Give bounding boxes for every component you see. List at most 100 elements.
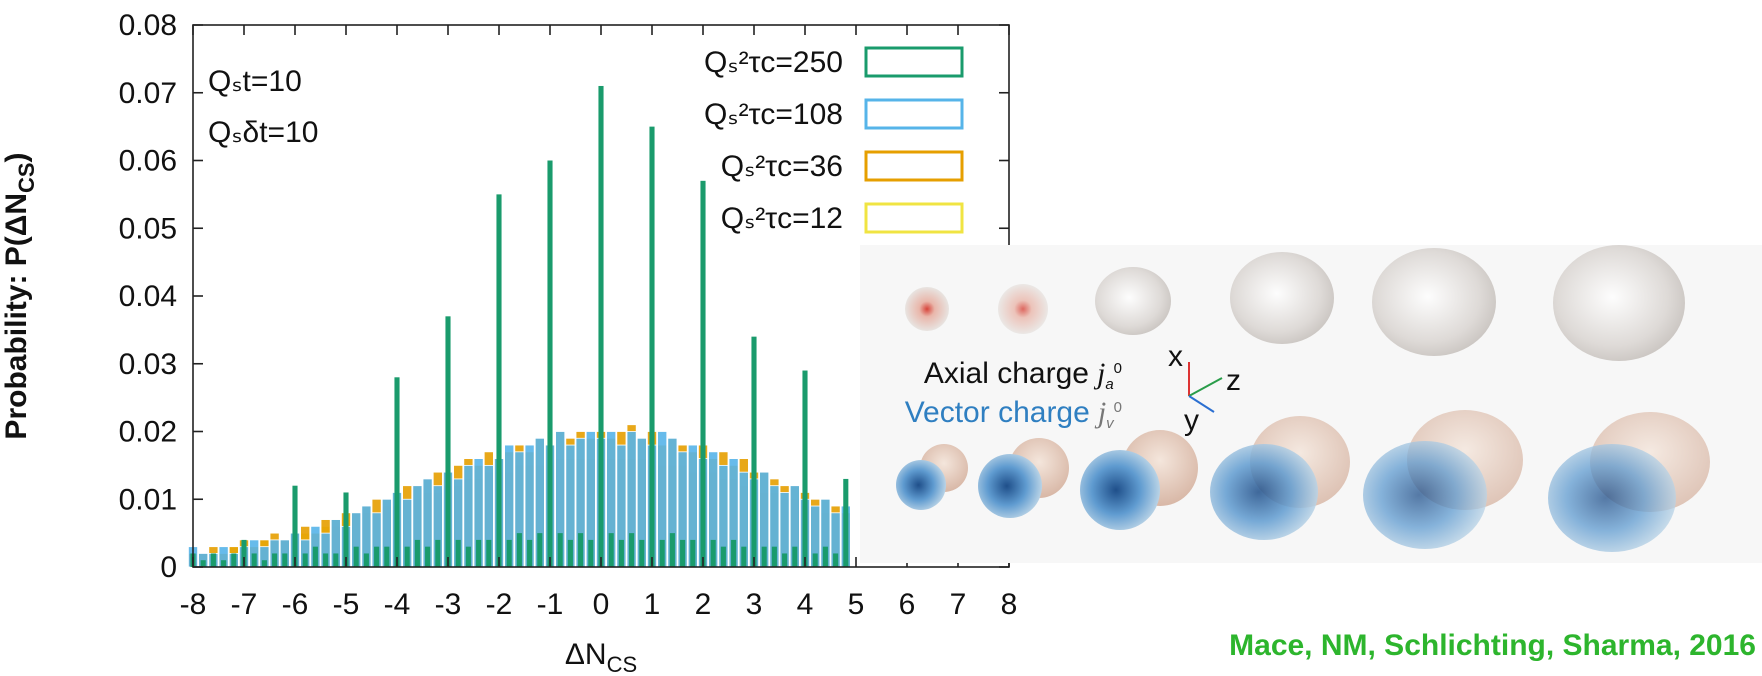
x-tick-label: 1	[644, 588, 661, 621]
bar	[404, 546, 410, 567]
x-tick-label: -1	[537, 588, 564, 621]
y-tick-label: 0.03	[119, 348, 177, 381]
bar	[710, 539, 716, 567]
x-label-main: ΔN	[565, 638, 607, 671]
x-tick-label: 3	[746, 588, 763, 621]
bar	[822, 546, 828, 567]
legend-label: Qₛ²τc=12	[721, 202, 843, 235]
bar	[629, 533, 635, 567]
vector-label: Vector charge jv0	[905, 396, 1122, 432]
bar	[261, 560, 267, 567]
bar	[251, 553, 257, 567]
bar	[323, 553, 329, 567]
x-tick-label: 4	[797, 588, 814, 621]
axial-sup: 0	[1114, 360, 1122, 377]
axis-letter: z	[1226, 364, 1241, 397]
bar	[374, 546, 380, 567]
z-arrow	[1188, 377, 1223, 397]
bar	[200, 560, 206, 567]
vector-text: Vector charge	[905, 396, 1090, 429]
bar	[618, 539, 624, 567]
bar	[272, 553, 278, 567]
annotation: Qₛt=10	[208, 65, 302, 98]
axial-sub: a	[1105, 376, 1113, 393]
vector-symbol: j	[1094, 396, 1106, 429]
bar	[802, 370, 808, 567]
bar	[833, 553, 839, 567]
axial-symbol: j	[1093, 357, 1105, 390]
axes-icon: x z y	[1168, 340, 1241, 437]
bar	[516, 533, 522, 567]
bar	[465, 546, 471, 567]
bar	[333, 553, 339, 567]
bar	[353, 546, 359, 567]
blob	[1080, 450, 1160, 530]
bar	[680, 539, 686, 567]
blob	[1548, 444, 1676, 552]
blob	[1230, 252, 1334, 344]
axis-letter: x	[1168, 340, 1183, 373]
blob	[998, 284, 1048, 334]
x-axis-label: ΔNCS	[565, 638, 637, 676]
bar	[598, 85, 604, 567]
bar	[312, 546, 318, 567]
bar	[690, 539, 696, 567]
blob	[896, 460, 946, 510]
bar	[210, 553, 216, 567]
x-tick-label: -2	[486, 588, 513, 621]
bar	[771, 546, 777, 567]
bar	[741, 546, 747, 567]
annotation: Qₛδt=10	[208, 116, 318, 149]
x-tick-label: 8	[1001, 588, 1018, 621]
blob	[1363, 441, 1487, 549]
bar	[363, 553, 369, 567]
vector-sup: 0	[1114, 399, 1122, 416]
y-tick-label: 0.05	[119, 212, 177, 245]
x-tick-label: 5	[848, 588, 865, 621]
bar	[588, 539, 594, 567]
bar	[608, 533, 614, 567]
bar	[720, 546, 726, 567]
y-tick-label: 0.06	[119, 145, 177, 178]
legend-swatch	[864, 150, 964, 182]
bar	[302, 553, 308, 567]
x-tick-label: -5	[333, 588, 360, 621]
x-tick-label: 6	[899, 588, 916, 621]
axis-letter: y	[1184, 404, 1199, 437]
bar	[425, 546, 431, 567]
bar	[669, 533, 675, 567]
legend-swatch	[864, 98, 964, 130]
bar	[455, 539, 461, 567]
x-tick-label: -8	[180, 588, 207, 621]
y-tick-label: 0.08	[119, 9, 177, 42]
y-arrow	[1188, 395, 1215, 413]
bar	[476, 539, 482, 567]
legend-label: Qₛ²τc=108	[704, 98, 843, 131]
bar	[700, 180, 706, 567]
y-tick-label: 0	[160, 551, 177, 584]
x-tick-label: 7	[950, 588, 967, 621]
bar	[282, 553, 288, 567]
bar	[435, 539, 441, 567]
bar	[659, 539, 665, 567]
x-tick-label: -3	[435, 588, 462, 621]
y-tick-label: 0.02	[119, 416, 177, 449]
bar	[394, 377, 400, 567]
axial-text: Axial charge	[924, 357, 1089, 390]
y-tick-label: 0.07	[119, 77, 177, 110]
bar	[731, 539, 737, 567]
y-label-sub: CS	[14, 162, 39, 193]
bar	[761, 546, 767, 567]
bar	[547, 160, 553, 567]
legend-swatch	[864, 202, 964, 234]
bar	[506, 539, 512, 567]
bar	[486, 539, 492, 567]
bar	[792, 546, 798, 567]
y-label-end: )	[0, 152, 33, 162]
y-tick-label: 0.04	[119, 280, 177, 313]
blob	[978, 454, 1042, 518]
bar	[496, 194, 502, 567]
blob	[1553, 245, 1685, 361]
bar	[221, 560, 227, 567]
blob	[1372, 248, 1496, 356]
